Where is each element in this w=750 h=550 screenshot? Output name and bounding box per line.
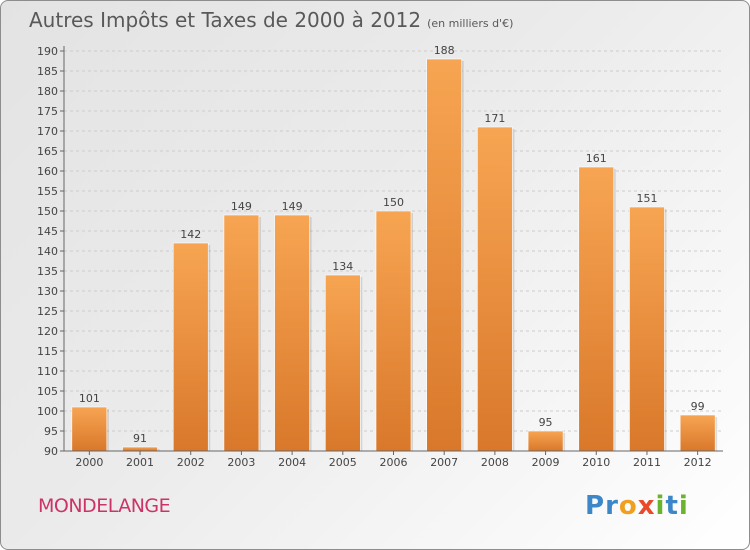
x-tick-label-2009: 2009: [532, 456, 560, 469]
bar-2011: [629, 206, 665, 452]
chart-subtitle: (en milliers d'€): [427, 17, 514, 30]
x-tick-label-2007: 2007: [430, 456, 458, 469]
bar-2000: [71, 406, 108, 452]
bar-2006: [375, 210, 412, 452]
y-tick-label: 160: [37, 165, 58, 178]
y-tick-label: 110: [37, 365, 58, 378]
chart-title: Autres Impôts et Taxes de 2000 à 2012 (en…: [29, 8, 513, 32]
data-label-2010: 161: [586, 152, 607, 165]
y-tick-label: 165: [37, 145, 58, 158]
y-tick-label: 155: [37, 185, 58, 198]
chart-title-text: Autres Impôts et Taxes de 2000 à 2012: [29, 8, 422, 32]
x-tick-label-2010: 2010: [582, 456, 610, 469]
data-label-2012: 99: [691, 400, 705, 413]
logo-letter: o: [618, 491, 638, 521]
commune-name: MONDELANGE: [38, 495, 171, 517]
x-tick-label-2012: 2012: [684, 456, 712, 469]
x-tick-label-2002: 2002: [177, 456, 205, 469]
bar-2012: [679, 414, 716, 452]
bar-2004: [274, 214, 310, 452]
bar-2008: [477, 126, 513, 452]
axes: 90 95 100 105 110 115 120 125 130 135 140 145 150 155…: [37, 45, 723, 469]
y-tick-label: 125: [37, 305, 58, 318]
y-tick-label: 135: [37, 265, 58, 278]
y-tick-label: 120: [37, 325, 58, 338]
bar-2001: [122, 446, 158, 452]
y-tick-label: 185: [37, 65, 58, 78]
proxiti-logo[interactable]: Proxiti: [585, 491, 689, 521]
logo-letter: i: [678, 491, 689, 521]
x-tick-label-2005: 2005: [329, 456, 357, 469]
y-tick-label: 105: [37, 385, 58, 398]
logo-letter: i: [655, 491, 666, 521]
data-label-2002: 142: [180, 228, 201, 241]
data-label-2011: 151: [636, 192, 657, 205]
data-label-2008: 171: [484, 112, 505, 125]
bar-2007: [426, 58, 462, 452]
logo-letter: P: [585, 491, 606, 521]
bars: 101 91 142 149 149 134 150 188 171 95 161 151 99: [71, 44, 718, 452]
x-tick-label-2006: 2006: [380, 456, 408, 469]
x-tick-label-2003: 2003: [227, 456, 255, 469]
y-tick-label: 150: [37, 205, 58, 218]
bar-2010: [578, 166, 615, 452]
data-label-2007: 188: [434, 44, 455, 57]
data-label-2004: 149: [282, 200, 303, 213]
x-tick-label-2011: 2011: [633, 456, 661, 469]
y-tick-label: 130: [37, 285, 58, 298]
y-tick-label: 95: [44, 425, 58, 438]
y-tick-label: 175: [37, 105, 58, 118]
x-tick-label-2004: 2004: [278, 456, 306, 469]
y-tick-label: 140: [37, 245, 58, 258]
y-tick-label: 170: [37, 125, 58, 138]
y-tick-label: 100: [37, 405, 58, 418]
data-label-2006: 150: [383, 196, 404, 209]
data-label-2009: 95: [539, 416, 553, 429]
y-tick-label: 115: [37, 345, 58, 358]
bar-2009: [527, 430, 564, 452]
x-tick-label-2000: 2000: [75, 456, 103, 469]
bar-2002: [172, 242, 209, 452]
logo-letter: x: [637, 491, 656, 521]
y-tick-label: 145: [37, 225, 58, 238]
logo-letter: t: [665, 491, 679, 521]
y-tick-label: 180: [37, 85, 58, 98]
y-tick-label: 190: [37, 45, 58, 58]
bar-2005: [325, 274, 361, 452]
y-tick-label: 90: [44, 445, 58, 458]
x-tick-label-2001: 2001: [126, 456, 154, 469]
bar-2003: [223, 214, 260, 452]
logo-letter: r: [605, 491, 619, 521]
data-label-2000: 101: [79, 392, 100, 405]
x-tick-label-2008: 2008: [481, 456, 509, 469]
data-label-2005: 134: [332, 260, 353, 273]
data-label-2001: 91: [133, 432, 147, 445]
data-label-2003: 149: [231, 200, 252, 213]
